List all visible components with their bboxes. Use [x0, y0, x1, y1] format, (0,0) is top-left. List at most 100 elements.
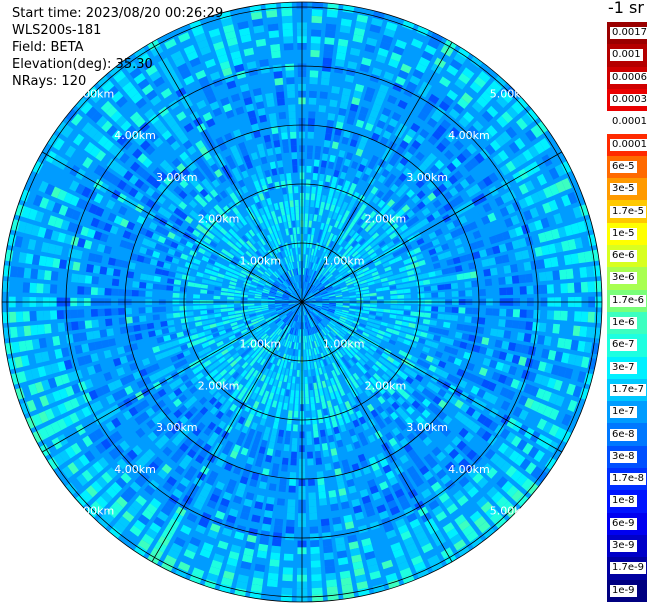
ppi-range-bin	[457, 315, 465, 323]
ppi-range-bin	[160, 32, 174, 44]
ppi-range-bin	[327, 290, 335, 294]
ppi-range-bin	[252, 226, 259, 235]
ppi-range-bin	[428, 499, 440, 511]
ppi-range-bin	[471, 410, 482, 421]
ppi-range-bin	[367, 318, 375, 323]
ppi-range-bin	[581, 235, 590, 248]
ppi-range-bin	[313, 271, 318, 278]
ppi-range-bin	[489, 139, 501, 152]
ppi-range-bin	[313, 290, 320, 295]
ppi-range-bin	[209, 378, 218, 386]
ppi-range-bin	[286, 340, 291, 348]
ppi-range-bin	[47, 349, 57, 361]
ppi-range-bin	[221, 287, 229, 292]
ppi-range-bin	[508, 141, 520, 154]
ppi-range-bin	[356, 369, 364, 378]
ppi-range-bin	[326, 196, 333, 204]
ppi-range-bin	[315, 242, 319, 250]
ppi-range-bin	[394, 228, 403, 236]
ppi-range-bin	[392, 359, 401, 367]
ppi-range-bin	[352, 320, 360, 325]
ppi-range-bin	[160, 87, 173, 99]
ppi-range-bin	[277, 401, 283, 410]
ppi-range-bin	[93, 428, 105, 440]
ppi-range-bin	[111, 90, 124, 103]
ppi-range-bin	[505, 160, 517, 173]
ppi-range-bin	[274, 281, 281, 287]
ppi-range-bin	[108, 448, 120, 460]
ppi-range-bin	[369, 570, 382, 580]
ppi-range-bin	[370, 296, 377, 300]
ppi-range-bin	[59, 449, 71, 463]
ppi-range-bin	[312, 375, 317, 383]
ppi-range-bin	[251, 472, 260, 481]
ppi-range-bin	[261, 294, 269, 298]
ppi-range-bin	[441, 243, 450, 251]
ppi-range-bin	[139, 103, 152, 115]
ppi-range-bin	[523, 383, 533, 395]
ppi-range-bin	[330, 503, 339, 512]
ppi-range-bin	[497, 220, 508, 230]
ppi-range-bin	[324, 559, 335, 567]
ppi-range-bin	[276, 253, 282, 260]
ppi-range-bin	[572, 206, 583, 219]
ppi-range-bin	[514, 226, 524, 237]
ppi-range-bin	[203, 359, 212, 367]
ppi-range-bin	[261, 306, 269, 310]
ppi-range-bin	[224, 564, 237, 574]
ppi-range-bin	[56, 173, 68, 186]
ppi-range-bin	[293, 291, 298, 297]
ppi-range-bin	[334, 290, 342, 294]
ppi-range-bin	[346, 255, 354, 262]
ppi-range-bin	[308, 376, 312, 384]
ppi-range-bin	[32, 413, 43, 427]
ppi-range-bin	[169, 333, 178, 340]
ppi-range-bin	[444, 283, 452, 290]
ppi-range-bin	[93, 400, 104, 411]
ppi-range-bin	[390, 411, 399, 421]
ppi-range-bin	[197, 554, 209, 565]
ppi-range-bin	[310, 327, 314, 335]
ppi-range-bin	[345, 333, 353, 339]
ppi-range-bin	[390, 52, 402, 62]
ppi-range-bin	[139, 246, 148, 255]
ppi-range-bin	[478, 249, 488, 258]
ppi-range-bin	[116, 346, 126, 355]
ppi-range-bin	[335, 297, 343, 300]
ppi-range-bin	[170, 453, 181, 464]
ppi-range-bin	[230, 321, 238, 327]
ppi-range-bin	[100, 491, 113, 504]
ppi-range-bin	[288, 312, 294, 318]
ppi-range-bin	[313, 263, 318, 271]
ppi-range-bin	[113, 215, 123, 225]
ppi-range-bin	[350, 434, 359, 443]
ppi-range-bin	[300, 308, 302, 316]
ppi-range-bin	[326, 287, 334, 292]
ppi-range-bin	[274, 271, 280, 278]
ppi-range-bin	[308, 499, 317, 507]
ppi-range-bin	[436, 124, 447, 135]
ppi-range-bin	[329, 392, 336, 400]
ppi-range-bin	[390, 305, 398, 309]
ppi-range-bin	[331, 85, 341, 94]
ppi-range-bin	[246, 240, 253, 248]
ppi-range-bin	[512, 186, 523, 198]
ppi-range-bin	[118, 317, 127, 325]
ppi-range-bin	[315, 296, 322, 299]
ppi-range-bin	[315, 457, 323, 465]
ppi-range-bin	[237, 179, 246, 188]
ppi-range-bin	[288, 303, 296, 306]
ppi-range-bin	[321, 305, 329, 309]
ppi-range-bin	[249, 359, 256, 367]
ppi-range-bin	[234, 290, 242, 294]
ppi-range-bin	[151, 415, 162, 425]
ppi-range-bin	[349, 295, 357, 298]
ppi-range-bin	[179, 358, 188, 367]
ppi-range-bin	[227, 304, 234, 308]
ppi-range-bin	[306, 282, 309, 290]
ppi-range-bin	[395, 377, 405, 386]
ppi-range-bin	[275, 305, 283, 309]
ppi-range-bin	[355, 170, 363, 179]
ppi-range-bin	[157, 235, 167, 244]
ppi-range-bin	[133, 72, 146, 85]
